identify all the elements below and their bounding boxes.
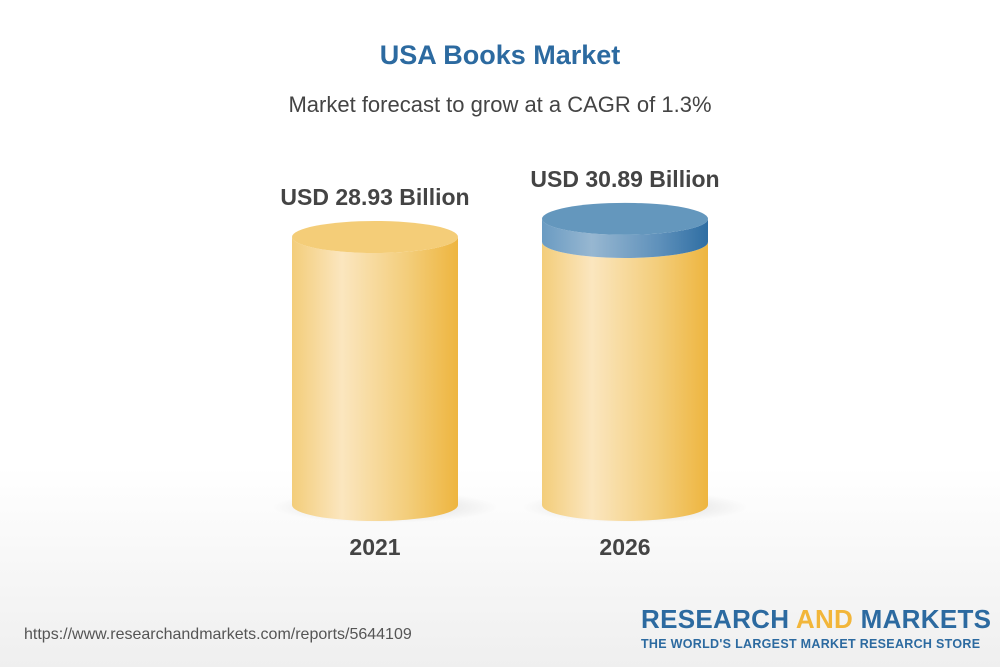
data-label: USD 28.93 Billion [280,184,469,210]
bar-base-2026 [542,242,708,521]
data-label: USD 30.89 Billion [530,166,719,192]
source-url[interactable]: https://www.researchandmarkets.com/repor… [24,626,412,643]
category-label: 2026 [599,534,650,560]
bar-growth-2026 [542,218,708,258]
chart-subtitle: Market forecast to grow at a CAGR of 1.3… [288,92,712,117]
bar-2021 [292,237,458,521]
bar-top-2026 [542,202,708,235]
logo-tagline: THE WORLD'S LARGEST MARKET RESEARCH STOR… [641,637,981,651]
research-and-markets-logo: RESEARCH AND MARKETS THE WORLD'S LARGEST… [641,604,991,651]
category-label: 2021 [349,534,400,560]
bar-top-2021 [292,221,458,253]
logo-text-research: RESEARCH [641,604,796,634]
chart-title: USA Books Market [379,40,621,70]
logo-text-markets: MARKETS [853,604,992,634]
logo-text-and: AND [795,604,854,634]
